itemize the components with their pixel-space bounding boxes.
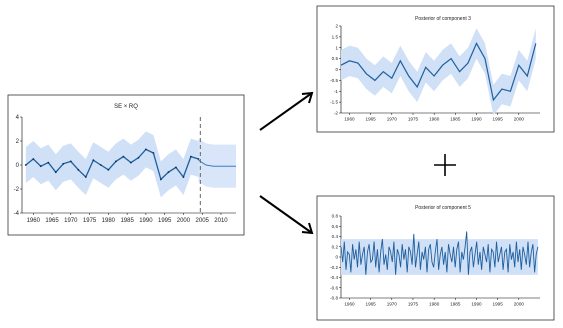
main-chart-title: SE × RQ [114, 104, 138, 110]
main-data-point [92, 159, 95, 162]
bottom-x-tick-label: 1990 [471, 302, 482, 307]
top-x-tick-label: 1985 [450, 117, 461, 122]
main-x-tick-label: 1995 [158, 218, 172, 224]
top-x-tick-label: 1990 [471, 117, 482, 122]
top-confidence-band [341, 28, 536, 116]
top-x-tick-label: 1970 [387, 117, 398, 122]
bottom-x-tick-label: 2000 [514, 302, 525, 307]
bottom-chart-panel: Posterior of component 5 -0.8-0.6-0.4-0.… [316, 195, 555, 321]
top-x-tick-label: 1995 [493, 117, 504, 122]
arrow-up-line [259, 92, 313, 131]
top-y-tick-label: -1 [334, 89, 339, 94]
top-chart-panel: Posterior of component 3 -2 -1.5 -1 -0.5 0 0.… [316, 5, 555, 133]
main-x-tick-label: 1985 [120, 218, 134, 224]
top-series-line [340, 42, 537, 102]
main-data-point [129, 161, 132, 164]
bottom-x-tick-label: 1970 [387, 302, 398, 307]
top-x-tick-label: 1965 [366, 117, 377, 122]
bottom-y-tick-label: 0.4 [332, 234, 339, 239]
main-y-tick-label: -2 [14, 187, 20, 193]
main-data-point [39, 165, 42, 168]
top-y-tick-label: -2 [334, 111, 339, 116]
main-y-tick-label: 2 [16, 139, 20, 145]
bottom-plot-area: -0.8 -0.6 -0.4 -0.2 0 0.2 0.4 0.6 0.8 1960 1965 197… [330, 214, 540, 307]
decomposition-arrows [259, 91, 314, 235]
main-y-tick-label: 0 [16, 163, 20, 169]
bottom-x-tick-label: 1965 [366, 302, 377, 307]
top-x-tick-label: 1975 [408, 117, 419, 122]
main-data-point [54, 171, 57, 174]
bottom-x-tick-label: 1985 [450, 302, 461, 307]
main-data-point [99, 164, 102, 166]
top-x-tick-label: 2000 [514, 117, 525, 122]
main-x-tick-label: 1965 [45, 218, 59, 224]
bottom-y-tick-label: 0.8 [332, 214, 339, 219]
top-y-tick-label: -1.5 [330, 100, 338, 105]
bottom-y-tick-label: -0.2 [330, 265, 338, 270]
main-x-tick-label: 1980 [102, 218, 116, 224]
main-forecast-line [198, 159, 236, 167]
main-data-point [152, 152, 155, 154]
bottom-y-tick-label: 0.6 [332, 224, 339, 229]
top-chart-title: Posterior of component 3 [415, 16, 471, 22]
top-y-tick-label: 0 [335, 67, 338, 72]
main-x-tick-label: 1975 [83, 218, 97, 224]
bottom-y-tick-label: -0.4 [330, 275, 338, 280]
main-data-point [144, 148, 147, 151]
main-data-point [137, 156, 140, 159]
main-data-point [84, 176, 87, 178]
main-data-point [114, 160, 117, 163]
main-x-tick-label: 1990 [139, 218, 153, 224]
top-y-tick-label: 2 [335, 24, 338, 29]
arrow-up-head [301, 91, 314, 104]
main-data-point [77, 168, 80, 171]
main-data-point [175, 166, 177, 169]
main-series-line [25, 148, 199, 181]
main-data-point [69, 160, 72, 163]
bottom-y-tick-label: 0 [335, 255, 338, 260]
bottom-x-tick-label: 1975 [408, 302, 419, 307]
main-data-point [167, 171, 170, 174]
main-x-tick-label: 2000 [177, 218, 191, 224]
main-data-point [122, 155, 125, 158]
top-y-tick-label: -0.5 [330, 78, 338, 83]
top-plot-area: -2 -1.5 -1 -0.5 0 0.5 1 1.5 2 1960 1965 1970 1975 198… [330, 24, 540, 122]
bottom-x-tick-label: 1995 [493, 302, 504, 307]
plus-icon [434, 154, 456, 176]
top-y-tick-label: 1 [335, 45, 338, 50]
main-y-tick-label: 4 [16, 115, 20, 121]
top-x-tick-label: 1980 [429, 117, 440, 122]
bottom-y-tick-label: -0.6 [330, 285, 338, 290]
main-x-tick-label: 2005 [196, 218, 210, 224]
bottom-x-tick-label: 1980 [429, 302, 440, 307]
bottom-chart-title: Posterior of component 5 [415, 205, 471, 211]
main-x-tick-label: 1970 [64, 218, 78, 224]
bottom-x-tick-label: 1960 [344, 302, 355, 307]
main-plot-area: -4 -2 0 2 4 1960 1965 1970 1975 1980 1985 1990 1995 2… [14, 115, 236, 224]
main-confidence-band [25, 131, 199, 198]
bottom-y-tick-label: -0.8 [330, 296, 338, 301]
main-data-point [160, 178, 162, 181]
main-data-point [47, 161, 50, 164]
main-data-point [32, 158, 35, 160]
arrow-down-head [301, 222, 314, 235]
main-x-tick-label: 2010 [214, 218, 228, 224]
bottom-series-line [340, 231, 539, 275]
bottom-y-tick-label: 0.2 [332, 244, 339, 249]
main-x-tick-label: 1960 [27, 218, 41, 224]
main-data-point [190, 155, 192, 158]
main-data-point [182, 176, 185, 178]
main-data-point [107, 168, 110, 171]
main-data-point [197, 158, 200, 160]
main-y-tick-label: -4 [14, 211, 20, 217]
main-data-point [62, 162, 65, 165]
main-forecast-band [198, 138, 236, 188]
arrow-down-line [259, 195, 313, 234]
top-y-tick-label: 0.5 [332, 56, 339, 61]
main-chart-panel: SE × RQ -4 -2 0 2 4 1960 1965 1970 1975 1980 1985 1… [7, 94, 245, 236]
top-x-tick-label: 1960 [344, 117, 355, 122]
top-y-tick-label: 1.5 [332, 34, 339, 39]
main-data-point [24, 164, 27, 166]
